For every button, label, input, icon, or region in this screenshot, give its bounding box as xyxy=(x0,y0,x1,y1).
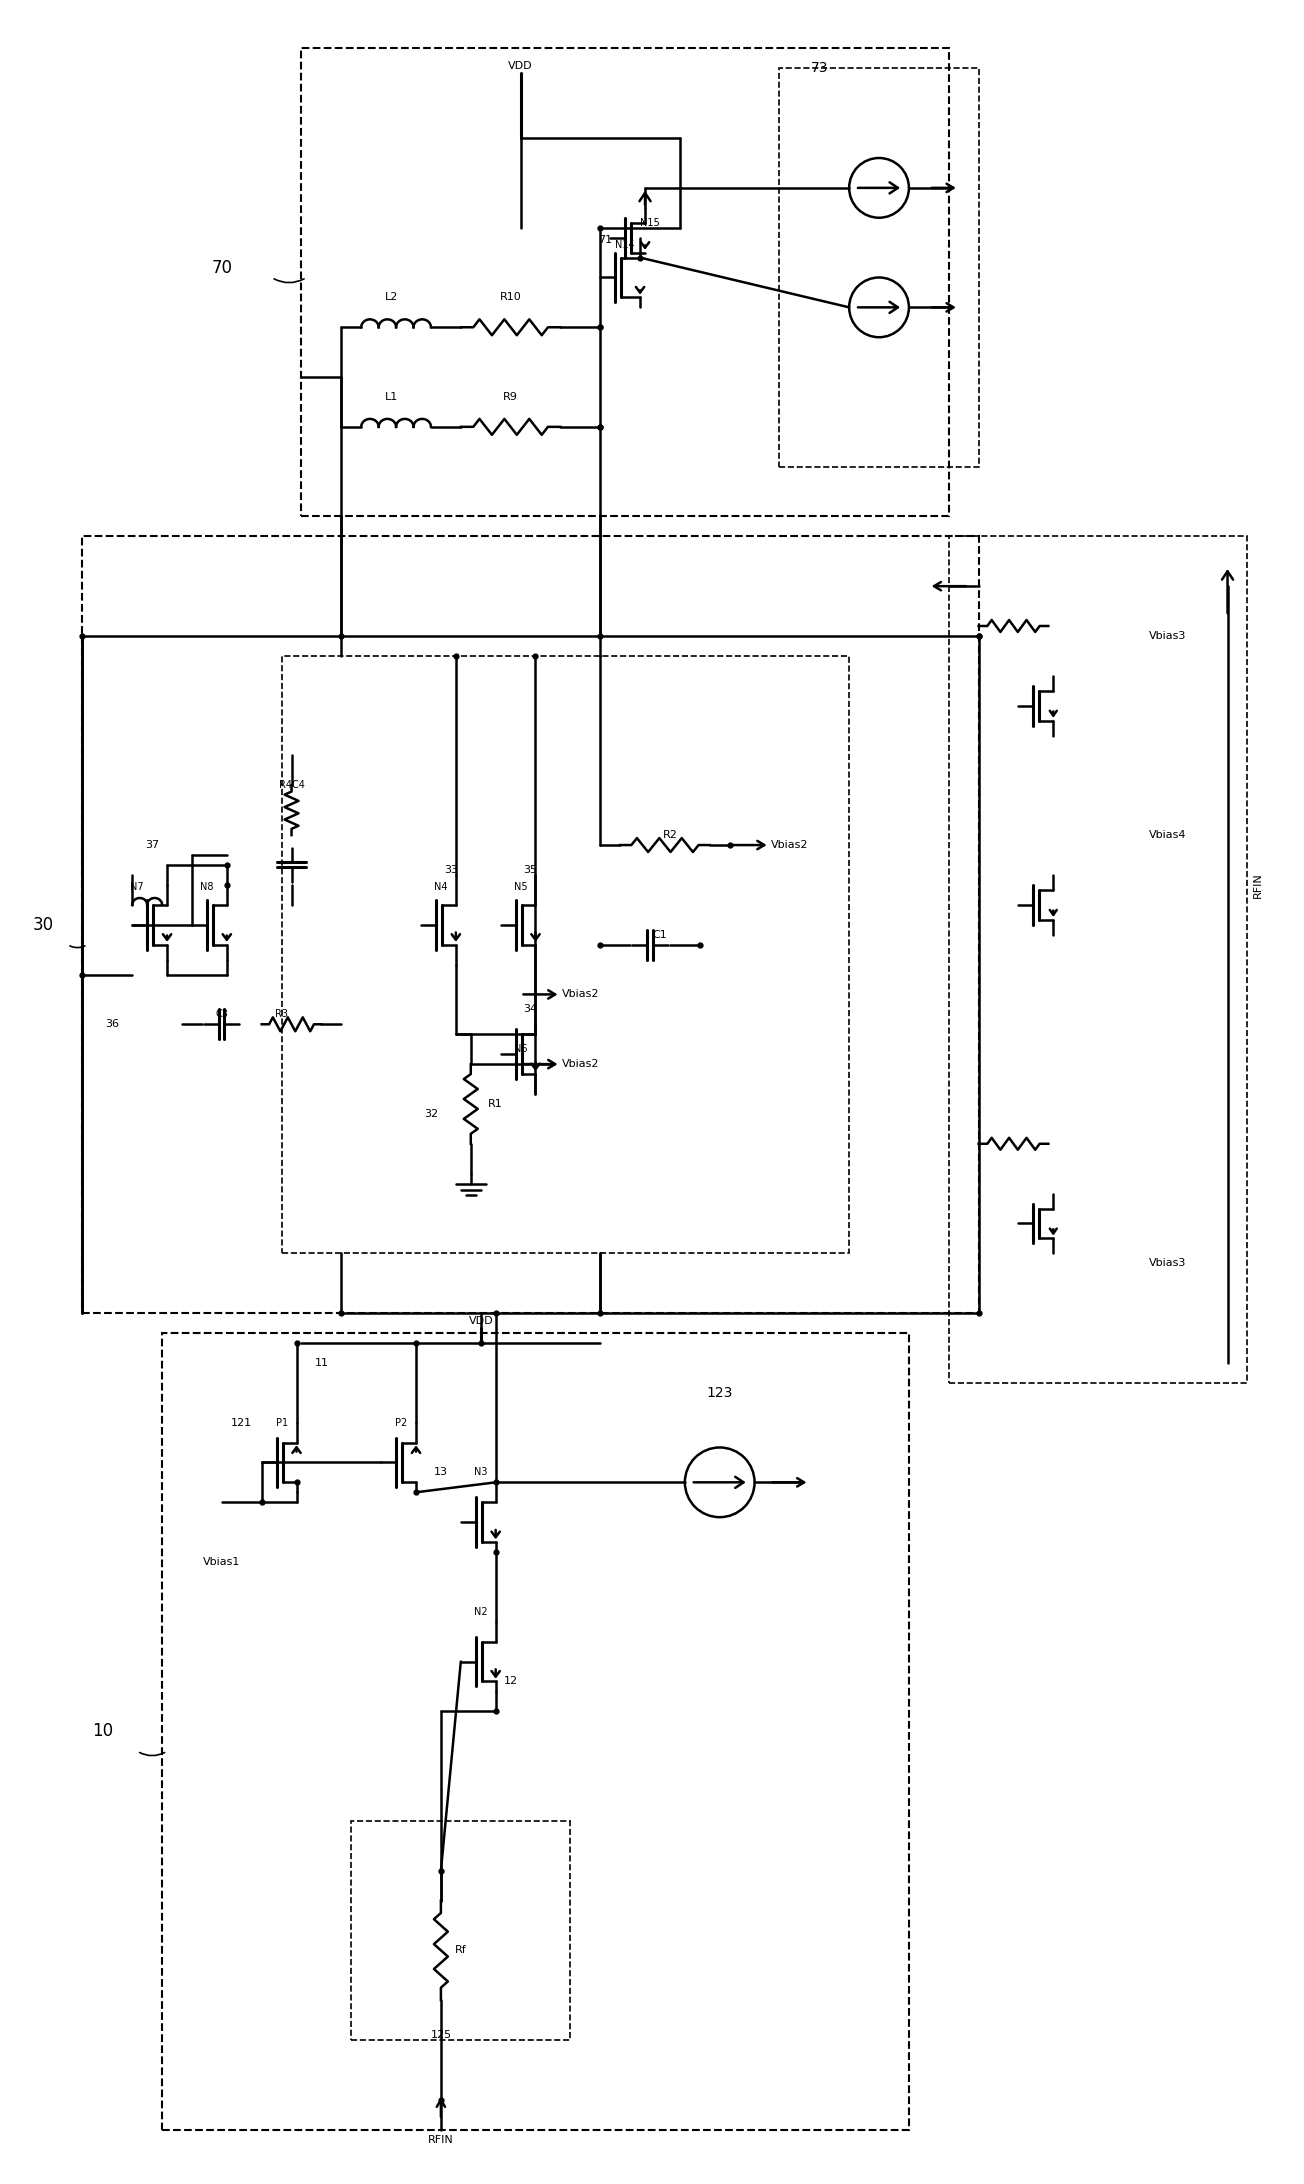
Text: N8: N8 xyxy=(200,882,214,891)
Text: 35: 35 xyxy=(523,865,537,876)
Text: R4C4: R4C4 xyxy=(279,780,304,791)
Text: 13: 13 xyxy=(434,1468,447,1476)
Text: Vbias3: Vbias3 xyxy=(1149,631,1187,640)
Text: R10: R10 xyxy=(499,293,522,301)
Text: R2: R2 xyxy=(662,830,677,841)
Bar xyxy=(949,537,1248,1382)
Text: 123: 123 xyxy=(707,1385,733,1400)
Text: R1: R1 xyxy=(488,1099,503,1109)
Text: N6: N6 xyxy=(514,1044,527,1055)
Text: R9: R9 xyxy=(503,391,518,402)
Text: VDD: VDD xyxy=(509,61,533,72)
Text: N3: N3 xyxy=(473,1468,488,1476)
Text: Rf: Rf xyxy=(455,1946,467,1955)
Text: Vbias2: Vbias2 xyxy=(771,841,808,850)
Text: 70: 70 xyxy=(211,258,232,277)
Text: 37: 37 xyxy=(145,841,159,850)
Text: N7: N7 xyxy=(130,882,143,891)
Text: R3: R3 xyxy=(275,1009,288,1020)
Text: 73: 73 xyxy=(811,61,828,76)
Text: Vbias4: Vbias4 xyxy=(1149,830,1187,841)
Text: C3: C3 xyxy=(215,1009,228,1020)
Text: Vbias3: Vbias3 xyxy=(1149,1258,1187,1269)
Text: N14: N14 xyxy=(615,240,635,249)
Text: 10: 10 xyxy=(93,1723,113,1741)
Text: P2: P2 xyxy=(395,1417,407,1428)
Text: 34: 34 xyxy=(523,1005,537,1013)
Text: 121: 121 xyxy=(231,1417,252,1428)
Text: Vbias2: Vbias2 xyxy=(562,1059,599,1070)
Bar xyxy=(282,655,849,1254)
Text: P1: P1 xyxy=(275,1417,288,1428)
Text: N2: N2 xyxy=(473,1607,488,1616)
Text: VDD: VDD xyxy=(468,1317,493,1326)
Text: 36: 36 xyxy=(106,1020,119,1029)
Text: N4: N4 xyxy=(434,882,447,891)
Text: 30: 30 xyxy=(33,915,53,935)
Bar xyxy=(162,1332,909,2129)
Text: N15: N15 xyxy=(640,218,660,227)
Text: 125: 125 xyxy=(430,2029,451,2040)
Text: Vbias2: Vbias2 xyxy=(562,989,599,1000)
Text: RFIN: RFIN xyxy=(1252,871,1262,898)
Text: L1: L1 xyxy=(385,391,398,402)
Text: 33: 33 xyxy=(443,865,458,876)
Text: Vbias1: Vbias1 xyxy=(203,1557,240,1566)
Text: 11: 11 xyxy=(314,1358,329,1367)
Text: 12: 12 xyxy=(503,1677,518,1686)
Bar xyxy=(351,1821,570,2040)
Text: N5: N5 xyxy=(514,882,527,891)
Text: L2: L2 xyxy=(385,293,398,301)
Bar xyxy=(82,537,978,1313)
Text: 32: 32 xyxy=(424,1109,438,1118)
Bar xyxy=(780,68,978,467)
Bar xyxy=(301,48,949,515)
Text: RFIN: RFIN xyxy=(428,2134,454,2145)
Text: C1: C1 xyxy=(652,930,668,939)
Text: 71: 71 xyxy=(599,234,613,245)
